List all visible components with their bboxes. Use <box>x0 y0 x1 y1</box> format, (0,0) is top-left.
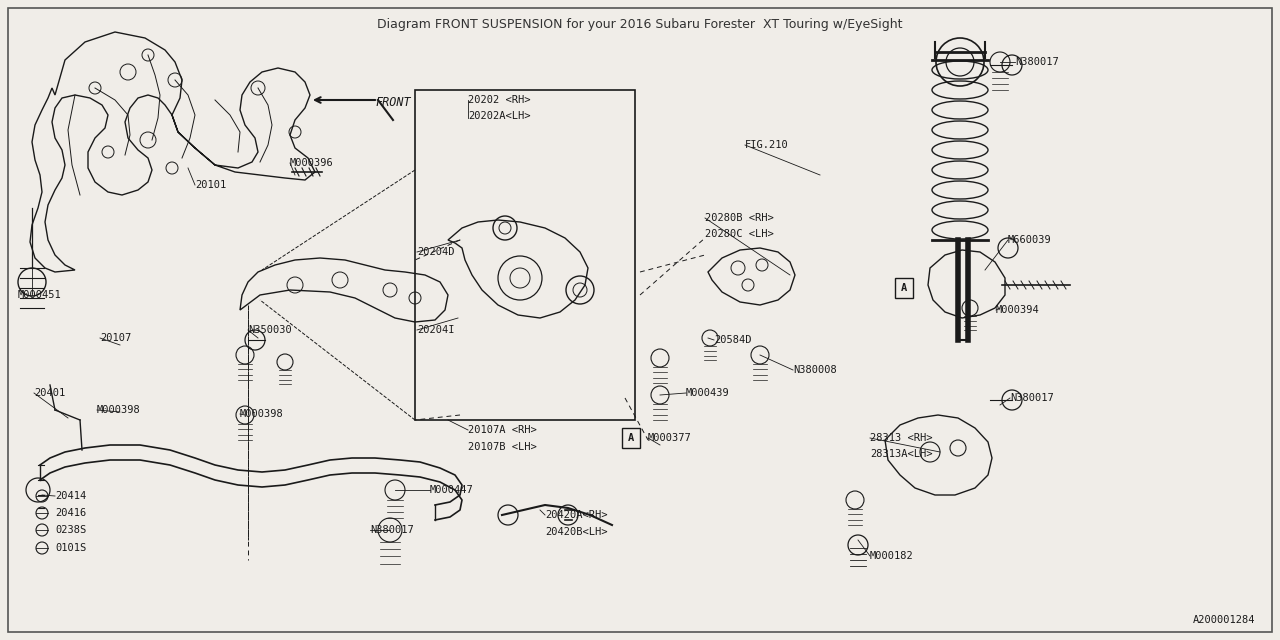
Text: 0101S: 0101S <box>55 543 86 553</box>
Text: M660039: M660039 <box>1009 235 1052 245</box>
Text: M000439: M000439 <box>686 388 730 398</box>
Text: M000396: M000396 <box>291 158 334 168</box>
Text: N380017: N380017 <box>1015 57 1059 67</box>
Text: N380008: N380008 <box>794 365 837 375</box>
Text: N380017: N380017 <box>1010 393 1053 403</box>
Text: FRONT: FRONT <box>375 97 411 109</box>
Text: M000398: M000398 <box>97 405 141 415</box>
Text: Diagram FRONT SUSPENSION for your 2016 Subaru Forester  XT Touring w/EyeSight: Diagram FRONT SUSPENSION for your 2016 S… <box>378 18 902 31</box>
Text: M000182: M000182 <box>870 551 914 561</box>
Bar <box>622 428 640 448</box>
Text: 20204I: 20204I <box>417 325 454 335</box>
Text: 20420A<RH>: 20420A<RH> <box>545 510 608 520</box>
Text: 20401: 20401 <box>35 388 65 398</box>
Bar <box>415 90 635 420</box>
Text: 20107A <RH>: 20107A <RH> <box>468 425 536 435</box>
Text: 0238S: 0238S <box>55 525 86 535</box>
Text: 20204D: 20204D <box>417 247 454 257</box>
Text: 20107: 20107 <box>100 333 132 343</box>
Text: 20414: 20414 <box>55 491 86 501</box>
Text: M000394: M000394 <box>996 305 1039 315</box>
Text: 28313 <RH>: 28313 <RH> <box>870 433 933 443</box>
Text: FIG.210: FIG.210 <box>745 140 788 150</box>
Text: M000398: M000398 <box>241 409 284 419</box>
Text: N380017: N380017 <box>370 525 413 535</box>
Text: 20202 <RH>: 20202 <RH> <box>468 95 530 105</box>
Text: 20202A<LH>: 20202A<LH> <box>468 111 530 121</box>
Text: 20416: 20416 <box>55 508 86 518</box>
Text: 20584D: 20584D <box>714 335 751 345</box>
Text: 20107B <LH>: 20107B <LH> <box>468 442 536 452</box>
Text: M000447: M000447 <box>430 485 474 495</box>
Text: 20280C <LH>: 20280C <LH> <box>705 229 773 239</box>
Text: M000451: M000451 <box>18 290 61 300</box>
Text: 28313A<LH>: 28313A<LH> <box>870 449 933 459</box>
Text: A: A <box>901 283 908 293</box>
Text: 20101: 20101 <box>195 180 227 190</box>
Text: M000377: M000377 <box>648 433 691 443</box>
Text: A200001284: A200001284 <box>1193 615 1254 625</box>
Bar <box>895 278 913 298</box>
Text: 20280B <RH>: 20280B <RH> <box>705 213 773 223</box>
Text: A: A <box>628 433 634 443</box>
Text: 20420B<LH>: 20420B<LH> <box>545 527 608 537</box>
Text: N350030: N350030 <box>248 325 292 335</box>
